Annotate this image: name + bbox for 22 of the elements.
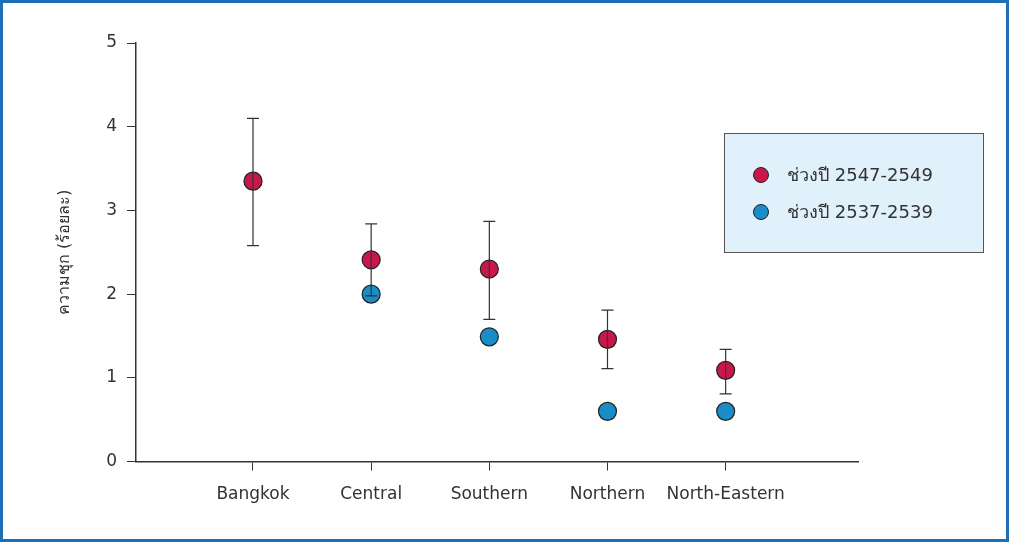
x-tick-label: Northern [569, 483, 646, 504]
point [479, 327, 499, 347]
y-tick-label: 3 [106, 198, 118, 219]
point [479, 259, 499, 279]
point [716, 401, 736, 421]
x-tick-label: Central [340, 483, 403, 504]
point [361, 284, 381, 304]
y-tick-label: 4 [106, 115, 118, 136]
point [597, 329, 618, 349]
legend-label: ช่วงปี 2547-2549 [787, 163, 933, 187]
y-tick-label: 0 [106, 450, 118, 471]
point [716, 360, 736, 380]
point [361, 250, 381, 270]
y-axis-title: ความชุก (ร้อยละ) [53, 189, 74, 316]
y-tick-label: 2 [106, 282, 118, 303]
x-tick-label: North-Eastern [666, 483, 785, 504]
y-tick-label: 5 [106, 31, 118, 52]
x-tick-label: Bangkok [216, 483, 290, 504]
legend-label: ช่วงปี 2537-2539 [787, 200, 933, 224]
point [597, 401, 618, 421]
y-tick-label: 1 [106, 366, 118, 387]
x-tick-label: Southern [450, 483, 528, 504]
